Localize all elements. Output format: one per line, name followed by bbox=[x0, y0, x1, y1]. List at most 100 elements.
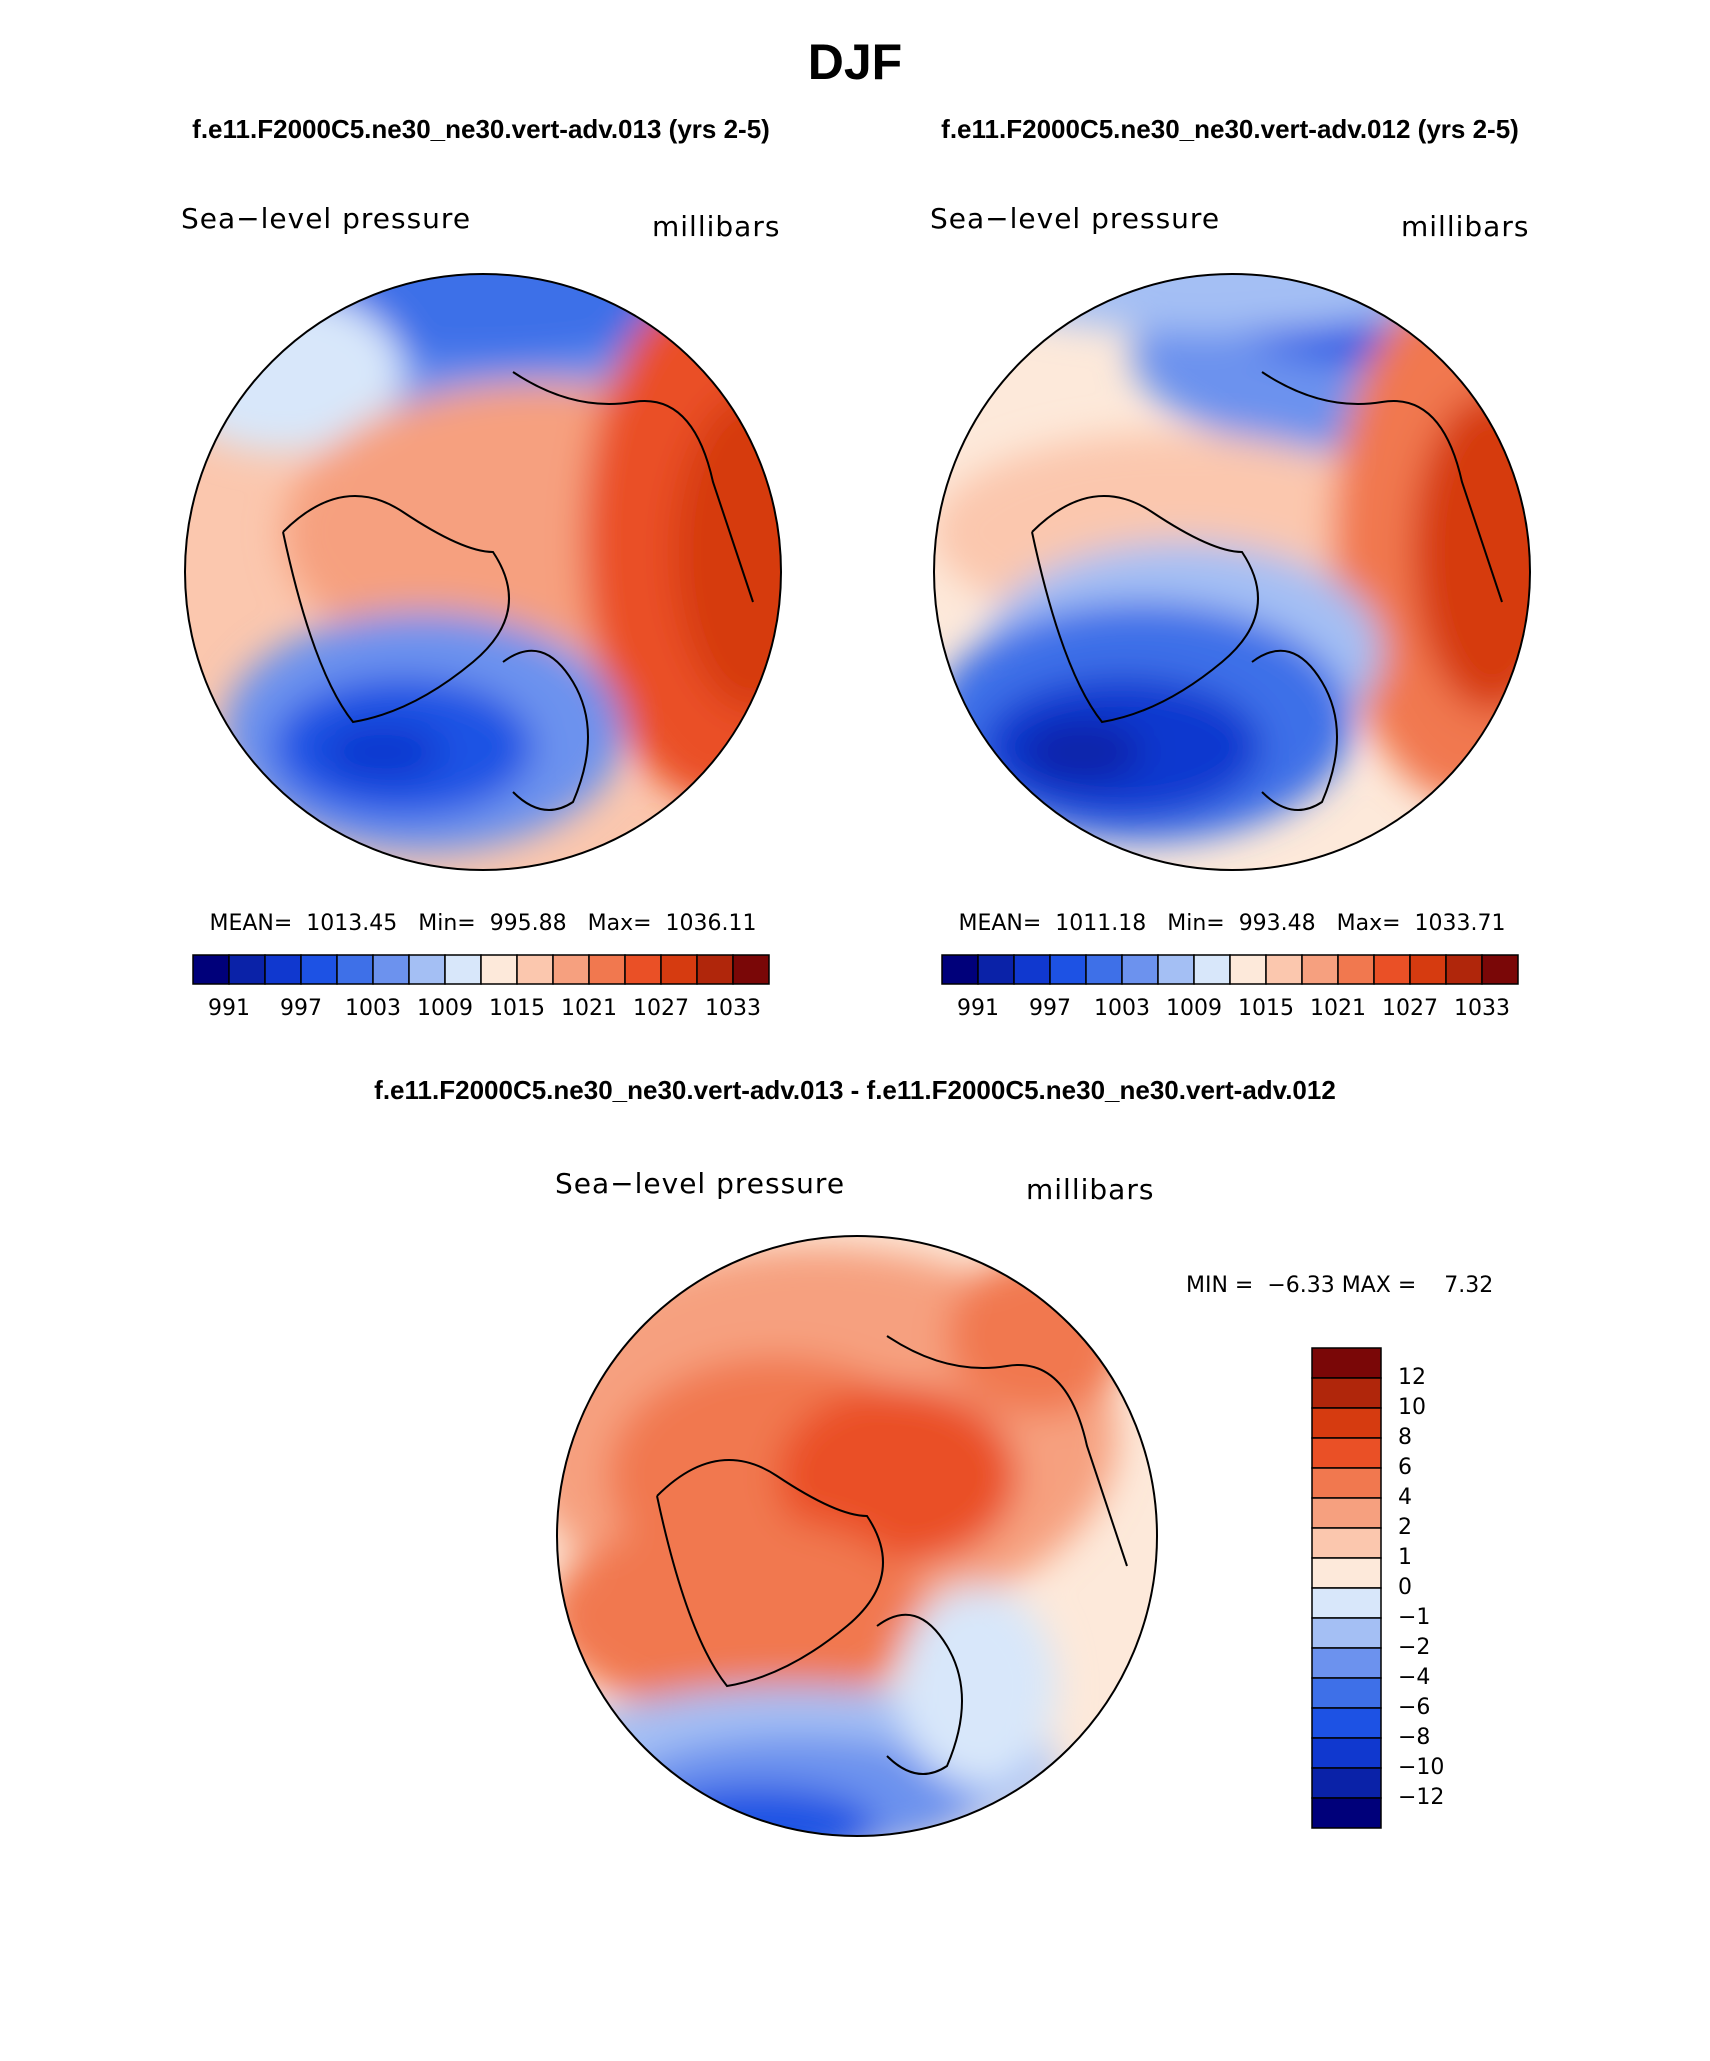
stats: MEAN= 1013.45 Min= 995.88 Max= 1036.11 bbox=[209, 911, 756, 936]
colorbar-box bbox=[1311, 1797, 1382, 1829]
colorbar-box bbox=[480, 954, 518, 985]
colorbar-label: −1 bbox=[1398, 1605, 1430, 1630]
colorbar-box bbox=[1311, 1407, 1382, 1439]
colorbar-label: 1003 bbox=[1094, 996, 1150, 1021]
colorbar-box bbox=[1311, 1737, 1382, 1769]
contour-region bbox=[947, 1256, 1127, 1416]
colorbar-box bbox=[1157, 954, 1195, 985]
colorbar-box bbox=[1311, 1497, 1382, 1529]
colorbar-box bbox=[264, 954, 302, 985]
units-label: millibars bbox=[1401, 210, 1529, 243]
colorbar-box bbox=[1265, 954, 1303, 985]
colorbar-label: −6 bbox=[1398, 1695, 1430, 1720]
colorbar-label: 1009 bbox=[1166, 996, 1222, 1021]
colorbar-label: 991 bbox=[208, 996, 250, 1021]
contour-region bbox=[897, 1586, 1057, 1786]
contour-region bbox=[1412, 392, 1530, 712]
map bbox=[557, 1236, 1157, 1836]
field-label: Sea−level pressure bbox=[555, 1167, 845, 1200]
colorbar-box bbox=[552, 954, 590, 985]
colorbar-box bbox=[1311, 1437, 1382, 1469]
colorbar-label: −2 bbox=[1398, 1635, 1430, 1660]
colorbar-box bbox=[300, 954, 338, 985]
colorbar-box bbox=[228, 954, 266, 985]
colorbar-box bbox=[588, 954, 626, 985]
colorbar-label: 1021 bbox=[1310, 996, 1366, 1021]
colorbar-box bbox=[1311, 1347, 1382, 1379]
contour-region bbox=[673, 392, 781, 712]
colorbar-label: 991 bbox=[957, 996, 999, 1021]
coastline bbox=[656, 1335, 1128, 1775]
colorbar-box bbox=[1481, 954, 1519, 985]
colorbar-box bbox=[1409, 954, 1447, 985]
coastline bbox=[282, 371, 754, 811]
colorbar-box bbox=[516, 954, 554, 985]
units-label: millibars bbox=[1026, 1173, 1154, 1206]
colorbar-box bbox=[1311, 1707, 1382, 1739]
colorbar-box bbox=[408, 954, 446, 985]
stats: MIN = −6.33 MAX = 7.32 bbox=[1186, 1273, 1493, 1298]
colorbar-box bbox=[1311, 1527, 1382, 1559]
colorbar-box bbox=[732, 954, 770, 985]
colorbar-box bbox=[192, 954, 230, 985]
contours bbox=[934, 274, 1530, 842]
colorbar-label: 1033 bbox=[705, 996, 761, 1021]
colorbar-box bbox=[1337, 954, 1375, 985]
colorbar-box bbox=[336, 954, 374, 985]
case-title: f.e11.F2000C5.ne30_ne30.vert-adv.013 (yr… bbox=[192, 114, 770, 144]
colorbar-box bbox=[1193, 954, 1231, 985]
colorbar-label: 1027 bbox=[1382, 996, 1438, 1021]
colorbar-box bbox=[1013, 954, 1051, 985]
colorbar-label: −12 bbox=[1398, 1785, 1444, 1810]
stats: MEAN= 1011.18 Min= 993.48 Max= 1033.71 bbox=[958, 911, 1505, 936]
colorbar-box bbox=[1311, 1557, 1382, 1589]
colorbar-label: 1015 bbox=[1238, 996, 1294, 1021]
contours bbox=[557, 1246, 1127, 1836]
map-outline bbox=[184, 273, 782, 871]
colorbar-box bbox=[1121, 954, 1159, 985]
map-outline bbox=[933, 273, 1531, 871]
colorbar-box bbox=[941, 954, 979, 985]
colorbar-box bbox=[444, 954, 482, 985]
contour-region bbox=[934, 274, 1512, 332]
colorbar-label: 1009 bbox=[417, 996, 473, 1021]
colorbar-box bbox=[1229, 954, 1267, 985]
colorbar-label: 0 bbox=[1398, 1575, 1412, 1600]
map-outline bbox=[556, 1235, 1158, 1837]
contour-region bbox=[323, 722, 443, 782]
colorbar-box bbox=[624, 954, 662, 985]
map bbox=[185, 274, 781, 870]
colorbar-box bbox=[660, 954, 698, 985]
contour-region bbox=[557, 1516, 927, 1716]
colorbar-box bbox=[1373, 954, 1411, 985]
colorbar-box bbox=[1301, 954, 1339, 985]
coastline bbox=[1031, 371, 1503, 811]
contour-region bbox=[777, 1386, 1017, 1566]
colorbar-box bbox=[1445, 954, 1483, 985]
contour-region bbox=[1022, 722, 1142, 782]
difference-title: f.e11.F2000C5.ne30_ne30.vert-adv.013 - f… bbox=[374, 1075, 1336, 1105]
colorbar-label: 1 bbox=[1398, 1545, 1412, 1570]
colorbar-label: −4 bbox=[1398, 1665, 1430, 1690]
colorbar-label: 10 bbox=[1398, 1395, 1426, 1420]
colorbar-label: 2 bbox=[1398, 1515, 1412, 1540]
colorbar-box bbox=[1311, 1677, 1382, 1709]
colorbar-label: 1027 bbox=[633, 996, 689, 1021]
colorbar-label: 1003 bbox=[345, 996, 401, 1021]
colorbar-label: 997 bbox=[280, 996, 322, 1021]
field-label: Sea−level pressure bbox=[930, 202, 1220, 235]
colorbar-box bbox=[1311, 1467, 1382, 1499]
colorbar-label: 6 bbox=[1398, 1455, 1412, 1480]
colorbar-label: −10 bbox=[1398, 1755, 1444, 1780]
colorbar-label: 1015 bbox=[489, 996, 545, 1021]
colorbar-box bbox=[1311, 1617, 1382, 1649]
map bbox=[934, 274, 1530, 870]
units-label: millibars bbox=[652, 210, 780, 243]
contour-region bbox=[637, 1786, 877, 1836]
colorbar-box bbox=[372, 954, 410, 985]
colorbar-label: 8 bbox=[1398, 1425, 1412, 1450]
colorbar-box bbox=[1311, 1647, 1382, 1679]
colorbar-box bbox=[1085, 954, 1123, 985]
colorbar-box bbox=[1311, 1767, 1382, 1799]
